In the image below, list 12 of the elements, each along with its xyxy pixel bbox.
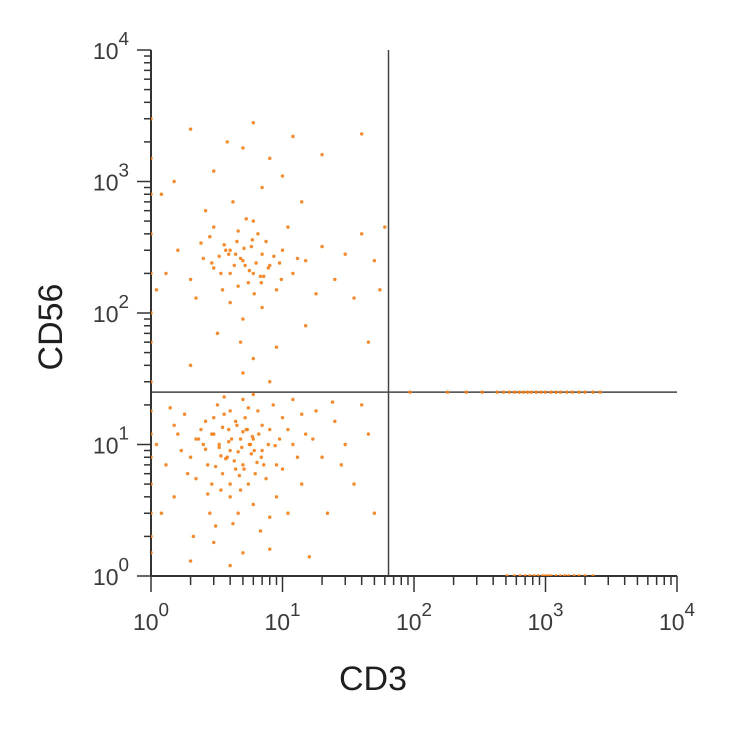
x-tick-label: 10$^{2}$ (396, 598, 432, 635)
x-tick-label: 10$^{3}$ (527, 598, 564, 635)
x-tick-label: 10$^{4}$ (658, 598, 696, 635)
x-tick-label: 10$^{1}$ (264, 598, 301, 635)
y-tick-label: 10$^{0}$ (92, 554, 129, 590)
x-tick-label: 10$^{0}$ (132, 598, 170, 635)
y-tick-label: 10$^{3}$ (92, 159, 129, 196)
x-axis-title: CD3 (338, 660, 408, 698)
y-tick-label: 10$^{1}$ (92, 422, 129, 458)
y-tick-label: 10$^{2}$ (92, 290, 129, 327)
y-axis-title: CD56 (32, 284, 70, 370)
y-tick-label: 10$^{4}$ (92, 28, 129, 64)
